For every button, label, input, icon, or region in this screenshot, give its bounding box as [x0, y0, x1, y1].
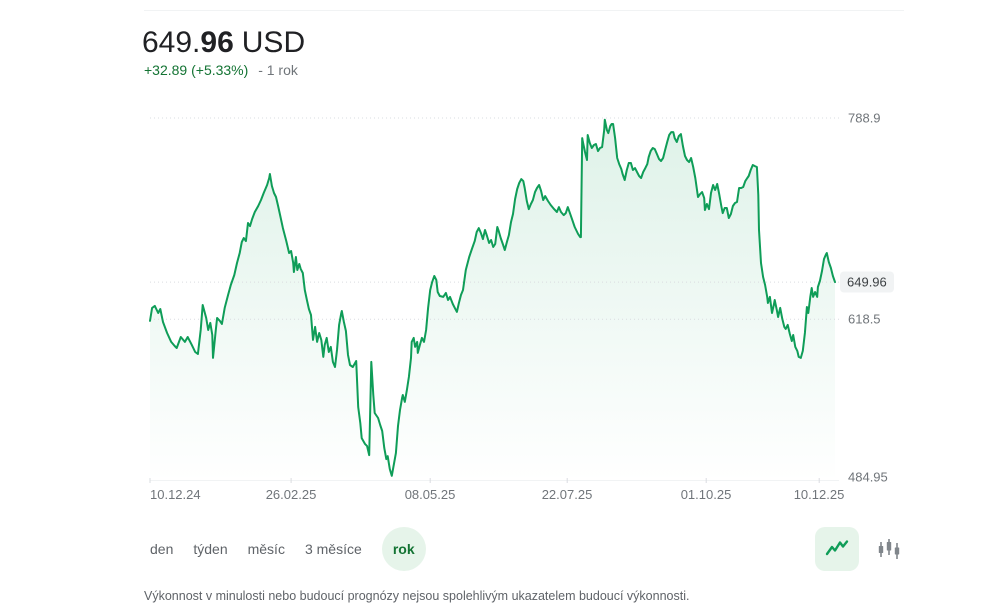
chart-area-fill: [150, 119, 835, 480]
price-currency: USD: [241, 26, 306, 59]
price-change-line: +32.89 (+5.33%) - 1 rok: [144, 62, 298, 78]
period-selector: den týden měsíc 3 měsíce rok: [150, 527, 426, 571]
current-price-badge: 649.96: [840, 271, 894, 293]
line-chart-toggle[interactable]: [815, 527, 859, 571]
candlestick-chart-icon: [876, 537, 902, 561]
price-change: +32.89 (+5.33%): [144, 62, 249, 78]
period-button-rok[interactable]: rok: [381, 527, 426, 571]
y-axis-label: 484.95: [848, 469, 888, 485]
x-axis-label: 10.12.25: [793, 487, 845, 502]
current-price: 649.96 USD: [142, 26, 305, 60]
x-axis-label: 10.12.24: [150, 487, 201, 502]
x-axis-label: 22.07.25: [541, 487, 593, 502]
period-button-týden[interactable]: týden: [193, 541, 228, 557]
price-line-series: [149, 118, 836, 477]
period-button-3-měsíce[interactable]: 3 měsíce: [304, 541, 362, 557]
period-button-den[interactable]: den: [150, 541, 174, 557]
disclaimer: Výkonnost v minulosti nebo budoucí progn…: [144, 589, 690, 603]
price-integer: 649.: [142, 26, 201, 59]
price-decimal: 96: [200, 26, 234, 59]
x-axis-label: 01.10.25: [680, 487, 732, 502]
chart-type-selector: [815, 527, 911, 571]
line-chart-icon: [824, 538, 850, 560]
top-divider: [144, 10, 904, 11]
x-axis-label: 08.05.25: [404, 487, 456, 502]
range-indicator: - 1 rok: [258, 62, 298, 78]
y-axis-label: 618.5: [848, 311, 881, 327]
candlestick-chart-toggle[interactable]: [867, 527, 911, 571]
y-axis-label: 788.9: [848, 110, 881, 126]
x-axis-label: 26.02.25: [265, 487, 317, 502]
period-button-měsíc[interactable]: měsíc: [247, 541, 285, 557]
